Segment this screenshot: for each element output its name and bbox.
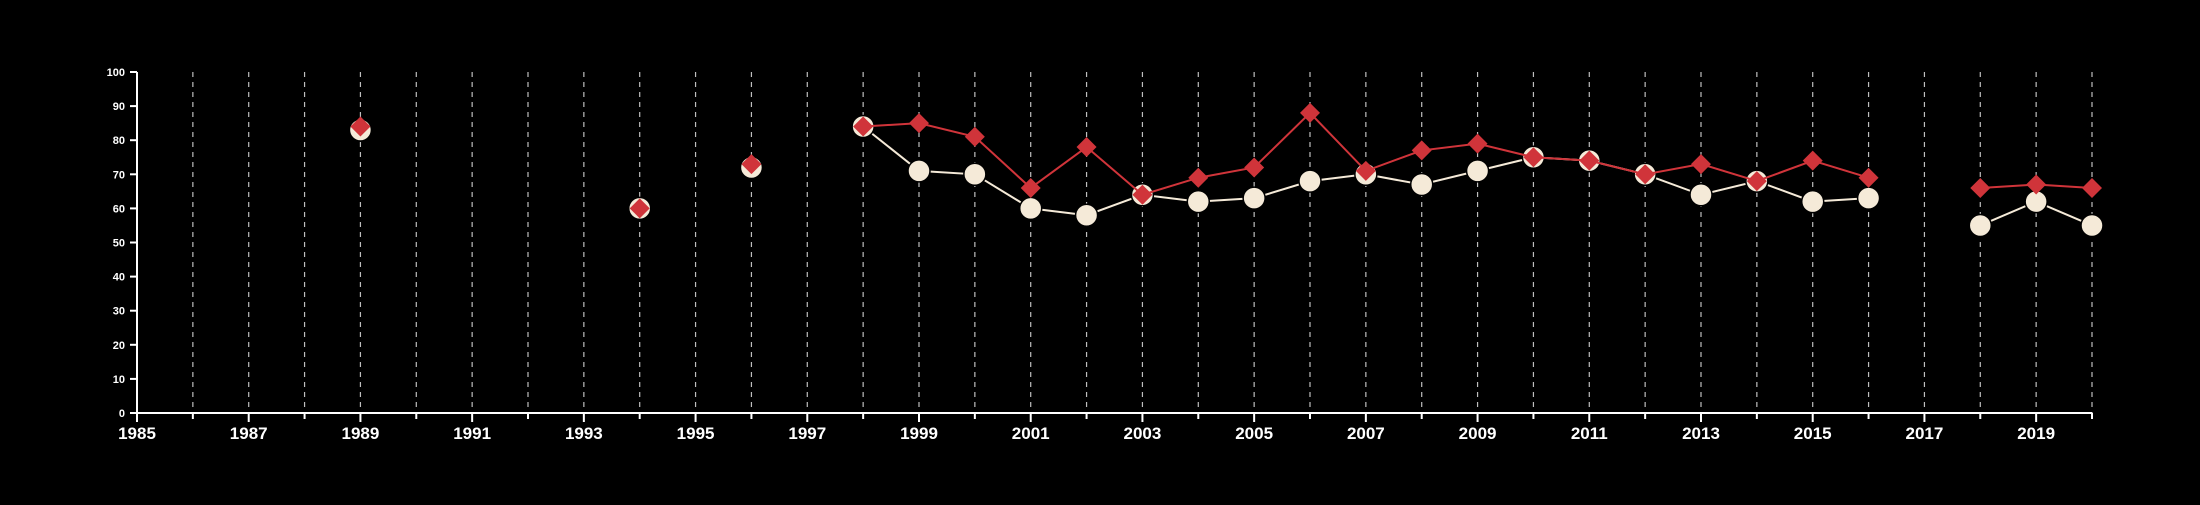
x-tick-label-2015: 2015	[1794, 424, 1832, 443]
series-1-point-2013	[1689, 183, 1713, 207]
x-tick-label-2003: 2003	[1124, 424, 1162, 443]
x-tick-label-2001: 2001	[1012, 424, 1050, 443]
series-2-point-2019	[2026, 174, 2047, 195]
series-2-point-2003	[1132, 184, 1153, 205]
y-tick-label-20: 20	[113, 340, 125, 352]
series-2-point-2008	[1411, 140, 1432, 161]
series-2-point-2002	[1076, 137, 1097, 158]
series-2-point-2010	[1523, 147, 1544, 168]
y-tick-label-0: 0	[119, 408, 125, 420]
x-tick-label-1993: 1993	[565, 424, 603, 443]
y-tick-label-70: 70	[113, 169, 125, 181]
y-tick-label-60: 60	[113, 203, 125, 215]
series-2-point-2018	[1970, 177, 1991, 198]
axes: 0 10 20 30 40 50 60 70 80 90 100 1985 1987 1989 1991 19…	[107, 67, 2093, 443]
series-1-point-2005	[1242, 186, 1266, 210]
series-2-point-1994	[629, 198, 650, 219]
series-1-point-2020	[2080, 213, 2104, 238]
series-layer	[348, 102, 2104, 238]
series-2-point-2016	[1858, 167, 1879, 188]
x-tick-label-2009: 2009	[1459, 424, 1497, 443]
series-1-point-2000	[963, 162, 987, 187]
x-tick-label-1997: 1997	[788, 424, 826, 443]
series-1-point-2016	[1856, 186, 1881, 210]
series-2-point-1989	[350, 116, 371, 137]
y-tick-label-90: 90	[113, 101, 125, 113]
x-tick-label-2007: 2007	[1347, 424, 1385, 443]
series-2-point-1998	[853, 116, 874, 137]
series-2-point-2005	[1244, 157, 1265, 178]
series-2-point-2004	[1188, 167, 1209, 188]
series-1-point-2015	[1800, 189, 1825, 214]
x-tick-label-1991: 1991	[453, 424, 491, 443]
series-1	[348, 114, 2104, 238]
series-1-point-1999	[907, 159, 931, 183]
series-1-point-2008	[1409, 172, 1434, 197]
y-tick-label-100: 100	[107, 67, 125, 79]
series-2-point-2006	[1300, 102, 1320, 123]
x-tick-label-2011: 2011	[1571, 424, 1608, 443]
x-tick-label-1999: 1999	[900, 424, 938, 443]
series-2-point-2001	[1020, 177, 1041, 198]
series-1-point-2018	[1968, 213, 1993, 238]
y-tick-label-40: 40	[113, 272, 125, 284]
y-tick-label-30: 30	[113, 306, 125, 318]
series-2-point-2020	[2082, 177, 2102, 198]
x-tick-label-2017: 2017	[1906, 424, 1944, 443]
series-2-point-1999	[909, 113, 929, 134]
series-2-point-2013	[1691, 154, 1711, 175]
x-tick-label-1987: 1987	[230, 424, 268, 443]
series-2-point-2000	[964, 126, 985, 147]
series-2-point-1996	[741, 154, 762, 175]
series-1-point-2004	[1186, 189, 1211, 214]
series-2-point-2012	[1635, 164, 1656, 185]
y-tick-label-80: 80	[113, 135, 125, 147]
series-1-point-2009	[1465, 159, 1490, 183]
x-tick-label-2019: 2019	[2017, 424, 2055, 443]
series-1-point-2001	[1018, 196, 1043, 221]
y-tick-label-10: 10	[113, 374, 125, 386]
x-tick-label-1989: 1989	[342, 424, 380, 443]
x-tick-label-2005: 2005	[1235, 424, 1273, 443]
y-tick-label-50: 50	[113, 238, 125, 250]
x-tick-label-2013: 2013	[1682, 424, 1720, 443]
series-2-point-2009	[1467, 133, 1488, 154]
series-1-point-2002	[1074, 203, 1099, 227]
x-tick-label-1985: 1985	[118, 424, 156, 443]
series-1-point-2006	[1298, 169, 1322, 193]
vertical-grid	[192, 72, 2093, 413]
series-2-point-2015	[1802, 150, 1823, 171]
x-tick-label-1995: 1995	[677, 424, 715, 443]
series-2-point-2007	[1355, 160, 1376, 181]
series-2-point-2014	[1746, 171, 1767, 192]
series-2-point-2011	[1579, 150, 1600, 171]
series-2	[350, 102, 2102, 219]
